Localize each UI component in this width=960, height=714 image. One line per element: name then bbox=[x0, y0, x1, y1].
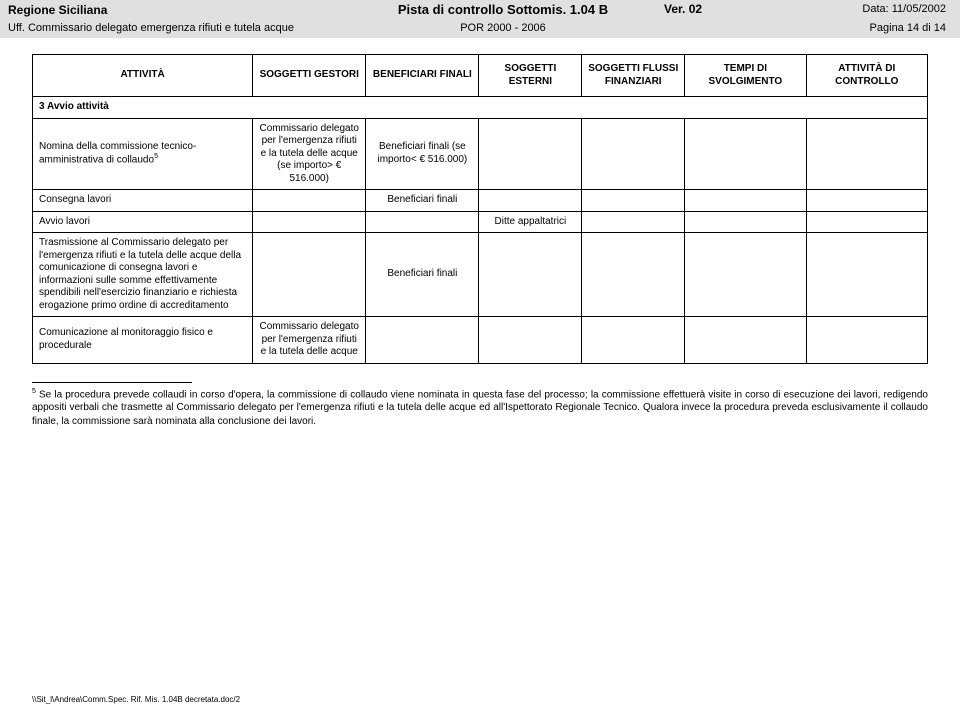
spacer bbox=[658, 20, 738, 38]
region-label: Regione Siciliana bbox=[0, 0, 348, 20]
cell-gestori: Commissario delegato per l'emergenza rif… bbox=[253, 118, 366, 190]
cell-controllo bbox=[806, 233, 927, 317]
cell-flussi bbox=[582, 233, 685, 317]
cell-activity: Comunicazione al monitoraggio fisico e p… bbox=[33, 317, 253, 364]
doc-title: Pista di controllo Sottomis. 1.04 B bbox=[348, 0, 658, 20]
cell-activity: Nomina della commissione tecnico-amminis… bbox=[33, 118, 253, 190]
cell-controllo bbox=[806, 118, 927, 190]
doc-version: Ver. 02 bbox=[658, 0, 738, 20]
section-row: 3 Avvio attività bbox=[33, 97, 928, 119]
cell-esterni bbox=[479, 190, 582, 212]
cell-esterni bbox=[479, 317, 582, 364]
th-flussi: SOGGETTI FLUSSI FINANZIARI bbox=[582, 55, 685, 97]
th-beneficiari: BENEFICIARI FINALI bbox=[366, 55, 479, 97]
cell-beneficiari bbox=[366, 317, 479, 364]
cell-activity: Consegna lavori bbox=[33, 190, 253, 212]
table-container: ATTIVITÀ SOGGETTI GESTORI BENEFICIARI FI… bbox=[0, 38, 960, 364]
cell-activity: Avvio lavori bbox=[33, 211, 253, 233]
cell-controllo bbox=[806, 190, 927, 212]
activity-sup: 5 bbox=[154, 153, 158, 160]
th-tempi: TEMPI DI SVOLGIMENTO bbox=[685, 55, 806, 97]
cell-esterni: Ditte appaltatrici bbox=[479, 211, 582, 233]
cell-flussi bbox=[582, 317, 685, 364]
cell-gestori bbox=[253, 190, 366, 212]
table-row: Avvio lavori Ditte appaltatrici bbox=[33, 211, 928, 233]
main-table: ATTIVITÀ SOGGETTI GESTORI BENEFICIARI FI… bbox=[32, 54, 928, 364]
cell-flussi bbox=[582, 190, 685, 212]
page-label: Pagina 14 di 14 bbox=[738, 20, 960, 38]
table-row: Comunicazione al monitoraggio fisico e p… bbox=[33, 317, 928, 364]
th-gestori: SOGGETTI GESTORI bbox=[253, 55, 366, 97]
th-esterni: SOGGETTI ESTERNI bbox=[479, 55, 582, 97]
cell-gestori: Commissario delegato per l'emergenza rif… bbox=[253, 317, 366, 364]
cell-tempi bbox=[685, 118, 806, 190]
cell-tempi bbox=[685, 190, 806, 212]
cell-beneficiari: Beneficiari finali bbox=[366, 190, 479, 212]
cell-controllo bbox=[806, 211, 927, 233]
th-controllo: ATTIVITÀ DI CONTROLLO bbox=[806, 55, 927, 97]
cell-esterni bbox=[479, 233, 582, 317]
table-row: Nomina della commissione tecnico-amminis… bbox=[33, 118, 928, 190]
table-row: Trasmissione al Commissario delegato per… bbox=[33, 233, 928, 317]
doc-date: Data: 11/05/2002 bbox=[738, 0, 960, 20]
cell-tempi bbox=[685, 211, 806, 233]
cell-beneficiari bbox=[366, 211, 479, 233]
program-label: POR 2000 - 2006 bbox=[348, 20, 658, 38]
table-row: Consegna lavori Beneficiari finali bbox=[33, 190, 928, 212]
subheader-bar: Uff. Commissario delegato emergenza rifi… bbox=[0, 20, 960, 38]
header-bar: Regione Siciliana Pista di controllo Sot… bbox=[0, 0, 960, 20]
cell-tempi bbox=[685, 233, 806, 317]
cell-flussi bbox=[582, 118, 685, 190]
footnote-text: 5 Se la procedura prevede collaudi in co… bbox=[32, 387, 928, 429]
footnote-block: 5 Se la procedura prevede collaudi in co… bbox=[0, 364, 960, 429]
cell-beneficiari: Beneficiari finali (se importo< € 516.00… bbox=[366, 118, 479, 190]
cell-esterni bbox=[479, 118, 582, 190]
cell-controllo bbox=[806, 317, 927, 364]
office-label: Uff. Commissario delegato emergenza rifi… bbox=[0, 20, 348, 38]
table-body: 3 Avvio attività Nomina della commission… bbox=[33, 97, 928, 364]
footnote-separator bbox=[32, 382, 192, 383]
cell-tempi bbox=[685, 317, 806, 364]
cell-flussi bbox=[582, 211, 685, 233]
cell-gestori bbox=[253, 233, 366, 317]
cell-beneficiari: Beneficiari finali bbox=[366, 233, 479, 317]
section-cell: 3 Avvio attività bbox=[33, 97, 928, 119]
footnote-body: Se la procedura prevede collaudi in cors… bbox=[32, 389, 928, 427]
th-activity: ATTIVITÀ bbox=[33, 55, 253, 97]
cell-activity: Trasmissione al Commissario delegato per… bbox=[33, 233, 253, 317]
table-header-row: ATTIVITÀ SOGGETTI GESTORI BENEFICIARI FI… bbox=[33, 55, 928, 97]
footer-path: \\Sit_l\Andrea\Comm.Spec. Rif. Mis. 1.04… bbox=[32, 695, 240, 704]
cell-gestori bbox=[253, 211, 366, 233]
